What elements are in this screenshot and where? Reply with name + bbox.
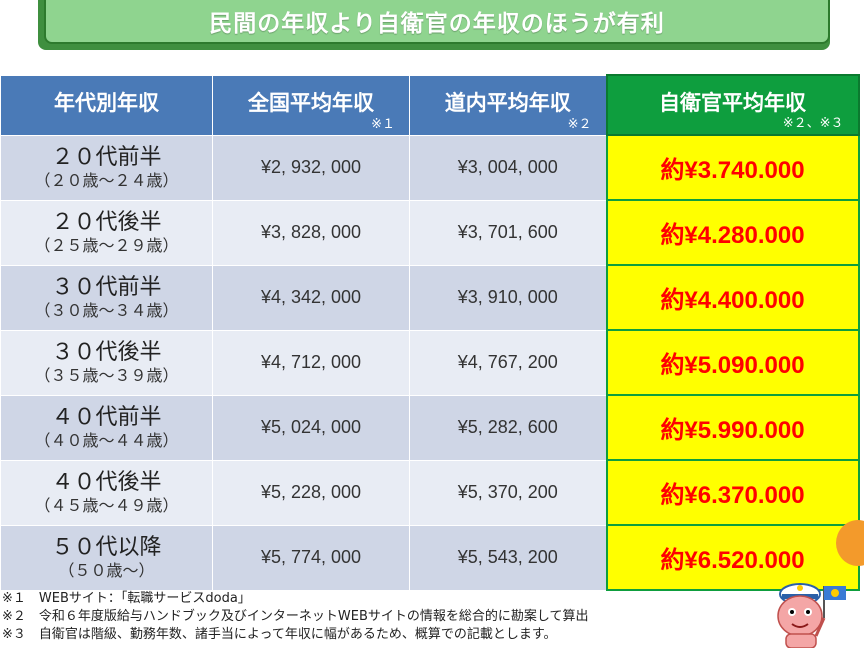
- header-age-group: 年代別年収: [0, 74, 213, 136]
- table-row: ４０代後半 （４５歳～４９歳） ¥5, 228, 000 ¥5, 370, 200…: [0, 459, 860, 526]
- hokkaido-income-cell: ¥3, 701, 600: [409, 199, 607, 266]
- sdf-income-cell: 約¥6.520.000: [605, 524, 860, 591]
- hokkaido-income-cell: ¥4, 767, 200: [409, 329, 607, 396]
- national-income-cell: ¥4, 712, 000: [212, 329, 410, 396]
- page-title: 民間の年収より自衛官の年収のほうが有利: [44, 0, 830, 44]
- table-row: ３０代前半 （３０歳～３４歳） ¥4, 342, 000 ¥3, 910, 000…: [0, 264, 860, 331]
- age-group-label: ３０代後半: [51, 339, 162, 365]
- national-income-cell: ¥4, 342, 000: [212, 264, 410, 331]
- age-group-label: ４０代後半: [51, 469, 162, 495]
- hokkaido-income-cell: ¥3, 910, 000: [409, 264, 607, 331]
- national-income-cell: ¥5, 774, 000: [212, 524, 410, 591]
- age-cell: ４０代前半 （４０歳～４４歳）: [0, 394, 213, 461]
- age-range-label: （４０歳～４４歳）: [34, 430, 179, 450]
- table-row: ４０代前半 （４０歳～４４歳） ¥5, 024, 000 ¥5, 282, 600…: [0, 394, 860, 461]
- footnote-2: ※２ 令和６年度版給与ハンドブック及びインターネットWEBサイトの情報を総合的に…: [2, 609, 589, 624]
- header-note: ※１: [371, 116, 395, 132]
- age-group-label: ２０代前半: [51, 144, 162, 170]
- age-range-label: （２５歳～２９歳）: [34, 235, 179, 255]
- table-row: ２０代前半 （２０歳～２４歳） ¥2, 932, 000 ¥3, 004, 000…: [0, 134, 860, 201]
- age-group-label: ５０代以降: [51, 534, 162, 560]
- age-group-label: ２０代後半: [51, 209, 162, 235]
- national-income-cell: ¥5, 024, 000: [212, 394, 410, 461]
- age-group-label: ３０代前半: [51, 274, 162, 300]
- table-row: ２０代後半 （２５歳～２９歳） ¥3, 828, 000 ¥3, 701, 600…: [0, 199, 860, 266]
- age-range-label: （３０歳～３４歳）: [34, 300, 179, 320]
- header-hokkaido-average: 道内平均年収 ※２: [409, 74, 607, 136]
- header-label: 自衛官平均年収: [659, 91, 806, 115]
- sdf-income-cell: 約¥4.400.000: [605, 264, 860, 331]
- age-cell: ３０代後半 （３５歳～３９歳）: [0, 329, 213, 396]
- header-label: 年代別年収: [54, 91, 159, 115]
- hokkaido-income-cell: ¥5, 282, 600: [409, 394, 607, 461]
- sdf-income-cell: 約¥5.090.000: [605, 329, 860, 396]
- income-comparison-table: 年代別年収 全国平均年収 ※１ 道内平均年収 ※２ 自衛官平均年収 ※２、※３ …: [0, 74, 860, 591]
- header-label: 全国平均年収: [248, 91, 374, 115]
- sdf-income-cell: 約¥3.740.000: [605, 134, 860, 201]
- age-range-label: （４５歳～４９歳）: [34, 495, 179, 515]
- header-note: ※２、※３: [782, 116, 844, 131]
- table-row: ５０代以降 （５０歳～） ¥5, 774, 000 ¥5, 543, 200 約¥…: [0, 524, 860, 591]
- header-label: 道内平均年収: [444, 91, 571, 115]
- national-income-cell: ¥3, 828, 000: [212, 199, 410, 266]
- age-cell: ２０代後半 （２５歳～２９歳）: [0, 199, 213, 266]
- header-sdf-average: 自衛官平均年収 ※２、※３: [605, 74, 860, 136]
- sdf-income-cell: 約¥6.370.000: [605, 459, 860, 526]
- sdf-income-cell: 約¥5.990.000: [605, 394, 860, 461]
- speech-bubble-icon: [836, 520, 864, 566]
- age-cell: ５０代以降 （５０歳～）: [0, 524, 213, 591]
- header-note: ※２: [567, 116, 592, 132]
- hokkaido-income-cell: ¥3, 004, 000: [409, 134, 607, 201]
- national-income-cell: ¥2, 932, 000: [212, 134, 410, 201]
- national-income-cell: ¥5, 228, 000: [212, 459, 410, 526]
- footnote-3: ※３ 自衛官は階級、勤務年数、諸手当によって年収に幅があるため、概算での記載とし…: [2, 627, 557, 642]
- hokkaido-income-cell: ¥5, 543, 200: [409, 524, 607, 591]
- mascot-character-icon: [777, 583, 846, 648]
- age-cell: ４０代後半 （４５歳～４９歳）: [0, 459, 213, 526]
- header-national-average: 全国平均年収 ※１: [212, 74, 410, 136]
- age-range-label: （３５歳～３９歳）: [34, 365, 179, 385]
- table-row: ３０代後半 （３５歳～３９歳） ¥4, 712, 000 ¥4, 767, 200…: [0, 329, 860, 396]
- footnote-1: ※１ WEBサイト：「転職サービスdoda」: [2, 591, 251, 606]
- age-cell: ３０代前半 （３０歳～３４歳）: [0, 264, 213, 331]
- footnotes: ※１ WEBサイト：「転職サービスdoda」 ※２ 令和６年度版給与ハンドブック…: [2, 590, 589, 644]
- sdf-income-cell: 約¥4.280.000: [605, 199, 860, 266]
- table-header-row: 年代別年収 全国平均年収 ※１ 道内平均年収 ※２ 自衛官平均年収 ※２、※３: [0, 74, 860, 136]
- age-cell: ２０代前半 （２０歳～２４歳）: [0, 134, 213, 201]
- hokkaido-income-cell: ¥5, 370, 200: [409, 459, 607, 526]
- age-group-label: ４０代前半: [51, 404, 162, 430]
- age-range-label: （２０歳～２４歳）: [34, 170, 179, 190]
- age-range-label: （５０歳～）: [58, 560, 155, 580]
